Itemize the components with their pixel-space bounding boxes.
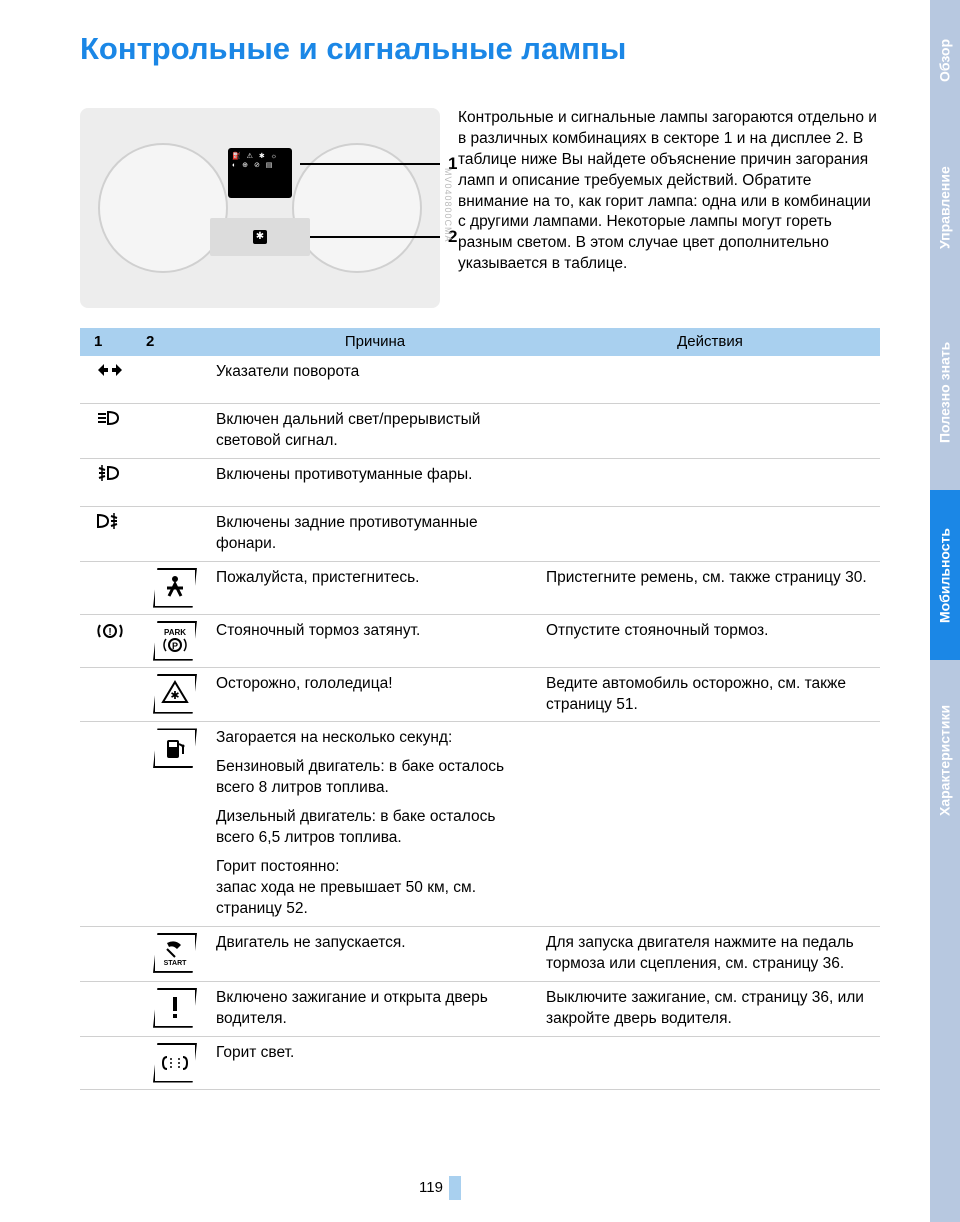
table-row: Загорается на несколько секунд: Бензиновы… (80, 722, 880, 926)
lamp-icon-col2 (140, 561, 210, 614)
lamp-icon-col1 (80, 926, 140, 981)
intro-row: ⛽ ⚠ ✱ ☼◐ ⊕ ⊘ ▤ ✱ 1 2 MV040800CMA Контрол… (80, 108, 880, 308)
lamp-cause-text: Дизельный двигатель: в баке осталось все… (216, 807, 520, 849)
lamp-action-cell (540, 458, 880, 506)
start-pedal-icon (153, 933, 197, 973)
fog-front-icon (96, 480, 124, 497)
lamp-cause-cell: Включены противотуманные фары. (210, 458, 540, 506)
lamp-icon-col1 (80, 667, 140, 722)
lamp-cause-text: Горит постоянно: запас хода не превышает… (216, 857, 520, 920)
lamp-icon-col1 (80, 1036, 140, 1089)
lamp-action-cell: Ведите автомобиль осторожно, см. также с… (540, 667, 880, 722)
table-row: Осторожно, гололедица!Ведите автомобиль … (80, 667, 880, 722)
lamp-cause-cell: Указатели поворота (210, 356, 540, 403)
dashboard-figure: ⛽ ⚠ ✱ ☼◐ ⊕ ⊘ ▤ ✱ 1 2 MV040800CMA (80, 108, 440, 308)
lamp-icon-col2 (140, 722, 210, 926)
lamp-icon-col1 (80, 614, 140, 667)
turn-signals-icon (96, 377, 124, 394)
side-tabs-nav: ОбзорУправлениеПолезно знатьМобильностьХ… (930, 0, 960, 1222)
ice-warning-icon (153, 674, 197, 714)
lamp-cause-cell: Пожалуйста, пристегнитесь. (210, 561, 540, 614)
lamp-icon-col2 (140, 667, 210, 722)
lamp-icon-col1 (80, 981, 140, 1036)
lamp-icon-col2 (140, 506, 210, 561)
table-row: Пожалуйста, пристегнитесь.Пристегните ре… (80, 561, 880, 614)
lamp-cause-cell: Двигатель не запускается. (210, 926, 540, 981)
lamp-icon-col1 (80, 404, 140, 459)
lights-on-icon (153, 1043, 197, 1083)
lamp-cause-text: Бензиновый двигатель: в баке осталось вс… (216, 757, 520, 799)
fuel-low-icon (153, 728, 197, 768)
lamp-icon-col1 (80, 561, 140, 614)
lamp-cause-text: Загорается на несколько секунд: (216, 728, 520, 749)
intro-text: Контрольные и сигнальные лампы загораютс… (458, 108, 880, 275)
exclamation-icon (153, 988, 197, 1028)
page-title: Контрольные и сигнальные лампы (80, 28, 880, 70)
table-header-cause: Причина (210, 328, 540, 356)
park-brake-icon (153, 621, 197, 661)
page-number-wrap: 119 (0, 1176, 880, 1200)
lamp-action-cell: Отпустите стояночный тормоз. (540, 614, 880, 667)
side-tab[interactable]: Обзор (930, 0, 960, 120)
intro-paragraph: Контрольные и сигнальные лампы загораютс… (458, 108, 880, 308)
table-header-action: Действия (540, 328, 880, 356)
table-header-row: 1 2 Причина Действия (80, 328, 880, 356)
lamp-cause-cell: Включено зажигание и открыта дверь водит… (210, 981, 540, 1036)
brake-warning-icon (96, 636, 124, 653)
table-row: Включен дальний свет/прерывистый светово… (80, 404, 880, 459)
lamp-icon-col2 (140, 404, 210, 459)
seatbelt-icon (153, 568, 197, 608)
lamp-icon-col2 (140, 981, 210, 1036)
lamp-cause-cell: Включены задние противотуманные фонари. (210, 506, 540, 561)
table-row: Включены задние противотуманные фонари. (80, 506, 880, 561)
gauge-left-icon (98, 143, 228, 273)
lamp-action-cell (540, 356, 880, 403)
lamp-action-cell (540, 1036, 880, 1089)
leader-line-1 (300, 163, 440, 165)
lamp-icon-col2 (140, 926, 210, 981)
page-number: 119 (419, 1179, 443, 1196)
lamp-cause-cell: Осторожно, гололедица! (210, 667, 540, 722)
lamp-cause-cell: Стояночный тормоз затянут. (210, 614, 540, 667)
side-tab[interactable]: Управление (930, 120, 960, 295)
table-row: Включены противотуманные фары. (80, 458, 880, 506)
table-row: Стояночный тормоз затянут.Отпустите стоя… (80, 614, 880, 667)
lamp-icon-col1 (80, 356, 140, 403)
table-row: Горит свет. (80, 1036, 880, 1089)
lamp-action-cell (540, 722, 880, 926)
lamp-icon-col2 (140, 458, 210, 506)
lamp-icon-col1 (80, 458, 140, 506)
side-tab[interactable]: Мобильность (930, 490, 960, 660)
instrument-sector-icon: ⛽ ⚠ ✱ ☼◐ ⊕ ⊘ ▤ (228, 148, 292, 198)
table-header-col1: 1 (80, 328, 140, 356)
lamp-icon-col1 (80, 722, 140, 926)
table-header-col2: 2 (140, 328, 210, 356)
lamp-cause-cell: Включен дальний свет/прерывистый светово… (210, 404, 540, 459)
instrument-display-icon: ✱ (210, 218, 310, 256)
table-row: Двигатель не запускается.Для запуска дви… (80, 926, 880, 981)
lamp-action-cell (540, 506, 880, 561)
lamp-icon-col1 (80, 506, 140, 561)
lamp-icon-col2 (140, 614, 210, 667)
lamp-action-cell: Для запуска двигателя нажмите на педаль … (540, 926, 880, 981)
fog-rear-icon (96, 528, 124, 545)
lamps-table: 1 2 Причина Действия Указатели поворотаВ… (80, 328, 880, 1090)
lamp-icon-col2 (140, 1036, 210, 1089)
lamp-cause-cell: Загорается на несколько секунд: Бензиновы… (210, 722, 540, 926)
table-row: Указатели поворота (80, 356, 880, 403)
lamp-action-cell (540, 404, 880, 459)
lamp-action-cell: Пристегните ремень, см. также страницу 3… (540, 561, 880, 614)
side-tab[interactable]: Полезно знать (930, 295, 960, 490)
side-tab-filler (930, 860, 960, 1222)
page-number-bar-icon (449, 1176, 461, 1200)
leader-line-2 (310, 236, 440, 238)
lamp-cause-cell: Горит свет. (210, 1036, 540, 1089)
lamp-icon-col2 (140, 356, 210, 403)
high-beam-icon (96, 425, 124, 442)
page-content: Контрольные и сигнальные лампы ⛽ ⚠ ✱ ☼◐ … (0, 0, 880, 1090)
figure-caption-code: MV040800CMA (442, 168, 454, 243)
lamp-action-cell: Выключите зажигание, см. страницу 36, ил… (540, 981, 880, 1036)
table-row: Включено зажигание и открыта дверь водит… (80, 981, 880, 1036)
side-tab[interactable]: Характеристики (930, 660, 960, 860)
